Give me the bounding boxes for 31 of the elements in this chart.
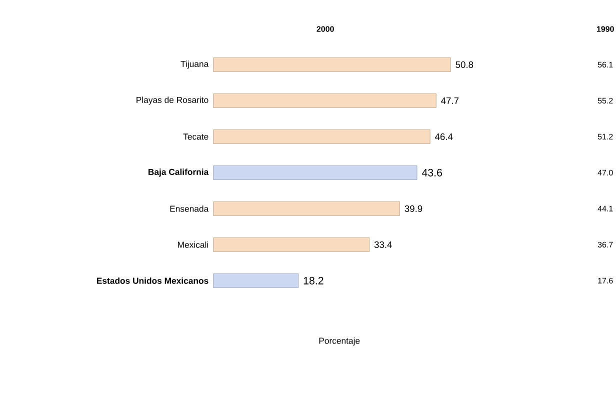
- bar: [213, 273, 299, 288]
- bar: [213, 201, 400, 216]
- bar: [213, 165, 418, 180]
- text: 17.6: [598, 278, 613, 284]
- text: 56.1: [598, 62, 613, 68]
- data-label: 18.2: [304, 276, 324, 284]
- y-tick-label: Tecate: [183, 134, 208, 140]
- x-axis-title: Porcentaje: [319, 337, 360, 346]
- y-tick-label: Playas de Rosarito: [136, 96, 208, 105]
- bar: [213, 57, 451, 72]
- data-label: 33.4: [374, 241, 392, 248]
- data-label: 50.8: [456, 61, 474, 68]
- data-label: 39.9: [404, 205, 422, 212]
- y-tick-label: Estados Unidos Mexicanos: [96, 277, 208, 284]
- text: 36.7: [598, 242, 613, 248]
- text: 1990: [596, 26, 614, 32]
- y-tick-label: Baja California: [148, 168, 209, 177]
- text: 2000: [316, 26, 334, 32]
- bar: [213, 129, 430, 144]
- text: 55.2: [598, 98, 613, 104]
- y-tick-label: Mexicali: [178, 241, 208, 248]
- data-label: 46.4: [434, 133, 453, 140]
- y-tick-label: Tijuana: [180, 60, 209, 69]
- data-label: 43.6: [422, 168, 442, 176]
- y-tick-label: Ensenada: [170, 205, 209, 212]
- bar: [213, 237, 370, 252]
- data-label: 47.7: [441, 97, 459, 104]
- text: 44.1: [598, 206, 613, 212]
- text: 47.0: [598, 170, 613, 176]
- text: 51.2: [598, 134, 613, 140]
- bar: [213, 93, 436, 108]
